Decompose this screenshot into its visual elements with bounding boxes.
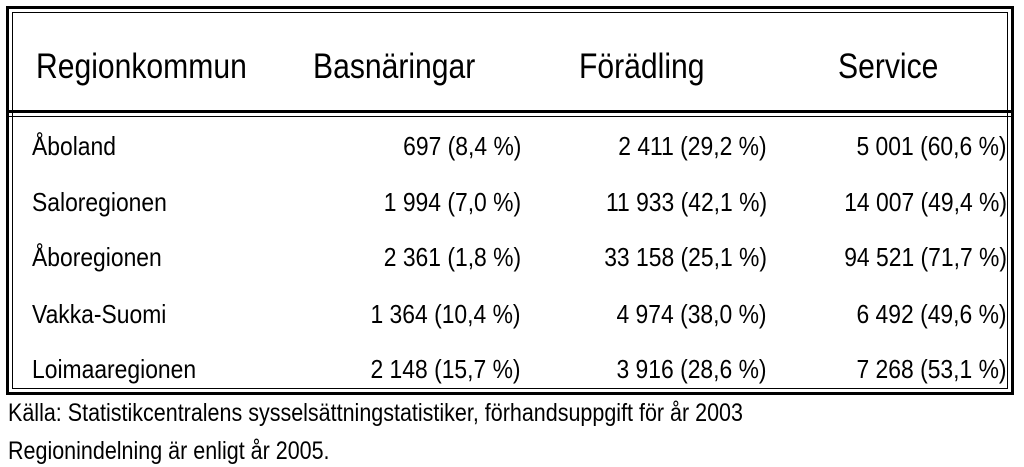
- region-note: Regionindelning är enligt år 2005.: [8, 437, 330, 465]
- cell-service: 94 521 (71,7 %): [844, 242, 1007, 272]
- cell-basnaringar: 2 148 (15,7 %): [370, 354, 521, 384]
- table-inner-border: [12, 12, 1008, 389]
- cell-foradling: 11 933 (42,1 %): [605, 187, 767, 217]
- header-regionkommun: Regionkommun: [36, 47, 247, 86]
- cell-service: 6 492 (49,6 %): [856, 299, 1007, 329]
- cell-foradling: 3 916 (28,6 %): [616, 354, 767, 384]
- cell-region: Vakka-Suomi: [32, 299, 167, 329]
- cell-foradling: 2 411 (29,2 %): [618, 131, 767, 161]
- cell-foradling: 4 974 (38,0 %): [616, 299, 767, 329]
- header-basnaringar: Basnäringar: [313, 47, 476, 86]
- cell-service: 7 268 (53,1 %): [856, 354, 1007, 384]
- header-foradling: Förädling: [579, 47, 705, 86]
- source-note: Källa: Statistikcentralens sysselsättnin…: [8, 399, 743, 427]
- header-divider-thin: [9, 116, 1011, 117]
- cell-region: Åboregionen: [32, 242, 162, 272]
- cell-basnaringar: 697 (8,4 %): [402, 131, 521, 161]
- header-service: Service: [838, 47, 939, 86]
- cell-service: 14 007 (49,4 %): [844, 187, 1007, 217]
- data-table: Regionkommun Basnäringar Förädling Servi…: [6, 6, 1014, 395]
- cell-service: 5 001 (60,6 %): [856, 131, 1007, 161]
- cell-basnaringar: 1 994 (7,0 %): [383, 187, 521, 217]
- cell-region: Åboland: [32, 131, 116, 161]
- cell-basnaringar: 2 361 (1,8 %): [383, 242, 521, 272]
- cell-foradling: 33 158 (25,1 %): [604, 242, 767, 272]
- cell-region: Saloregionen: [32, 187, 167, 217]
- cell-basnaringar: 1 364 (10,4 %): [370, 299, 521, 329]
- cell-region: Loimaaregionen: [32, 354, 197, 384]
- header-divider: [9, 110, 1011, 113]
